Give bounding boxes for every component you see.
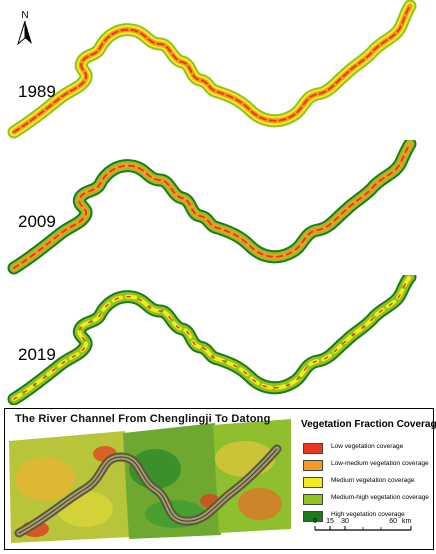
legend-label-low: Low vegetation coverage (331, 443, 404, 450)
year-label-2009: 2009 (18, 212, 56, 231)
year-label-1989: 1989 (18, 82, 56, 101)
legend-item-low: Low vegetation coverage (303, 442, 433, 456)
legend-swatch-high (303, 511, 323, 522)
north-arrow-icon: N (14, 8, 36, 48)
scale-tick-60: 60 (389, 518, 397, 525)
legend-swatch-medium (303, 477, 323, 488)
scale-unit: km (402, 518, 412, 525)
legend-swatch-medium-high (303, 494, 323, 505)
river-map-1989 (7, 0, 417, 139)
inset-map: The River Channel From Chenglingji To Da… (5, 409, 295, 549)
inset-title: The River Channel From Chenglingji To Da… (15, 413, 271, 425)
scale-tick-15: 15 (326, 518, 334, 525)
map-panel-2019: 2019 (0, 275, 436, 405)
legend-label-high: High vegetation coverage (331, 511, 405, 518)
legend-item-low-medium: Low-medium vegetation coverage (303, 459, 433, 473)
inset-satellite-map (5, 409, 295, 549)
map-panel-2009: 2009 (0, 140, 436, 275)
legend-swatch-low (303, 443, 323, 454)
legend-title: Vegetation Fraction Coverage (301, 419, 436, 430)
year-label-2019: 2019 (18, 345, 56, 364)
scale-bar: 0 15 30 60 km (311, 514, 426, 544)
scale-tick-0: 0 (313, 518, 317, 525)
scale-tick-30: 30 (341, 518, 349, 525)
legend-item-medium: Medium vegetation coverage (303, 476, 433, 490)
bottom-section: The River Channel From Chenglingji To Da… (4, 408, 436, 550)
legend-label-medium: Medium vegetation coverage (331, 477, 415, 484)
legend-label-low-medium: Low-medium vegetation coverage (331, 460, 429, 467)
river-map-2009 (7, 140, 417, 275)
map-panel-1989: 1989 (0, 0, 436, 140)
legend-item-medium-high: Medium-high vegetation coverage (303, 493, 433, 507)
legend-label-medium-high: Medium-high vegetation coverage (331, 494, 429, 501)
legend: Vegetation Fraction Coverage Low vegetat… (299, 409, 436, 549)
north-label: N (21, 10, 28, 21)
legend-swatch-low-medium (303, 460, 323, 471)
river-map-2019 (7, 275, 417, 405)
legend-item-high: High vegetation coverage (303, 510, 433, 524)
